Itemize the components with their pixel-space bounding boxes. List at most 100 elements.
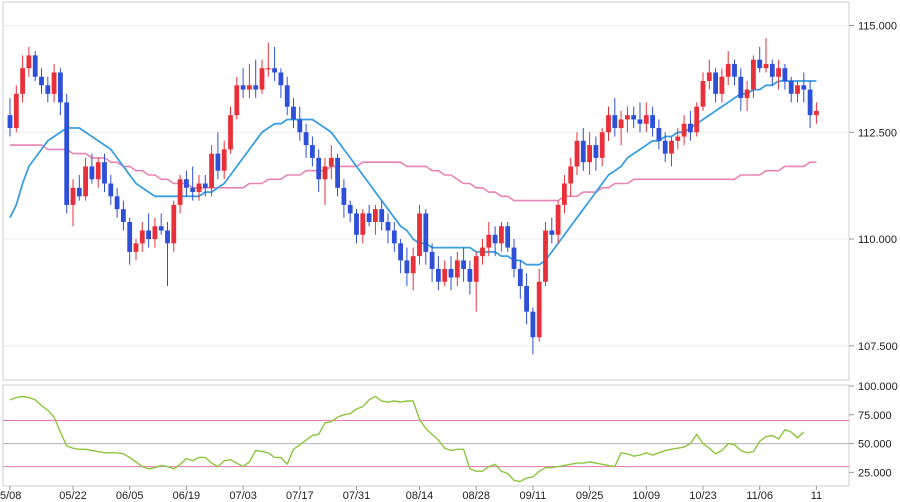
bullish-candle xyxy=(606,115,611,133)
bearish-candle xyxy=(284,85,290,107)
bullish-candle xyxy=(700,81,706,107)
bullish-candle xyxy=(139,230,145,244)
bearish-candle xyxy=(429,251,435,269)
bullish-candle xyxy=(221,149,227,171)
bearish-candle xyxy=(165,230,170,244)
bearish-candle xyxy=(202,183,208,188)
bearish-candle xyxy=(158,226,164,231)
bullish-candle xyxy=(373,209,378,222)
date-tick-label: 11 xyxy=(811,490,822,502)
bullish-candle xyxy=(410,256,416,274)
date-axis: 5/08 05/22 06/05 06/19 07/03 07/17 07/31… xyxy=(0,486,822,502)
oscillator-panel: 100.000 75.000 50.000 25.000 xyxy=(2,381,898,487)
bullish-candle xyxy=(13,93,19,128)
bearish-candle xyxy=(713,72,718,94)
bearish-candle xyxy=(108,183,114,197)
bearish-candle xyxy=(517,268,523,287)
bearish-candle xyxy=(291,106,296,120)
bullish-candle xyxy=(209,153,214,188)
bearish-candle xyxy=(732,63,737,77)
bullish-candle xyxy=(473,256,479,282)
bearish-candle xyxy=(215,153,221,171)
date-tick-label: 10/23 xyxy=(689,490,717,502)
long-moving-average-line xyxy=(10,144,817,202)
bearish-candle xyxy=(631,115,637,120)
bullish-candle xyxy=(669,140,674,154)
bearish-candle xyxy=(316,157,322,180)
bearish-candle xyxy=(612,115,618,128)
bearish-candle xyxy=(240,85,246,90)
date-tick-label: 05/22 xyxy=(59,490,87,502)
oscillator-tick-label: 50.000 xyxy=(858,439,892,451)
bullish-candle xyxy=(152,226,158,240)
bearish-candle xyxy=(146,230,151,240)
bullish-candle xyxy=(499,226,504,244)
bearish-candle xyxy=(379,209,385,222)
bearish-candle xyxy=(272,68,277,73)
bullish-candle xyxy=(133,243,139,252)
bullish-candle xyxy=(196,183,202,193)
bearish-candle xyxy=(39,76,44,86)
bullish-candle xyxy=(795,85,800,94)
bearish-candle xyxy=(76,187,82,197)
date-tick-label: 09/11 xyxy=(520,490,547,502)
bearish-candle xyxy=(524,286,529,312)
date-tick-label: 10/09 xyxy=(633,490,661,502)
date-tick-label: 06/19 xyxy=(173,490,201,502)
bearish-candle xyxy=(58,72,63,103)
bearish-candle xyxy=(398,243,403,261)
bullish-candle xyxy=(744,89,750,99)
bearish-candle xyxy=(310,145,315,158)
oscillator-plot-area xyxy=(2,384,850,487)
bullish-candle xyxy=(259,68,265,90)
bearish-candle xyxy=(662,140,668,154)
bullish-candle xyxy=(322,166,328,180)
bullish-candle xyxy=(265,68,271,70)
bearish-candle xyxy=(303,132,309,146)
bearish-candle xyxy=(385,221,391,231)
bullish-candle xyxy=(486,234,492,248)
bullish-candle xyxy=(83,166,88,197)
bullish-candle xyxy=(681,123,687,137)
bearish-candle xyxy=(114,196,120,210)
bullish-candle xyxy=(536,281,542,338)
bearish-candle xyxy=(354,213,359,235)
bearish-candle xyxy=(461,260,466,269)
bullish-candle xyxy=(177,179,183,205)
bullish-candle xyxy=(51,72,57,94)
bullish-candle xyxy=(454,260,460,278)
bullish-candle xyxy=(95,162,101,180)
price-plot-area xyxy=(2,1,850,381)
price-tick-label: 110.000 xyxy=(858,234,897,246)
bullish-candle xyxy=(442,268,448,282)
bearish-candle xyxy=(366,213,372,222)
price-tick-label: 112.500 xyxy=(858,127,897,139)
bearish-candle xyxy=(404,260,410,274)
bearish-candle xyxy=(89,166,95,180)
bearish-candle xyxy=(801,85,807,90)
bearish-candle xyxy=(347,204,353,214)
bullish-candle xyxy=(625,115,630,120)
bullish-candle xyxy=(562,183,567,205)
bullish-candle xyxy=(814,110,819,116)
bearish-candle xyxy=(505,226,511,248)
bullish-candle xyxy=(543,230,548,282)
bullish-candle xyxy=(751,59,756,90)
bullish-candle xyxy=(247,85,252,90)
bearish-candle xyxy=(64,102,70,205)
bullish-candle xyxy=(417,213,422,257)
bullish-candle xyxy=(234,85,240,116)
bearish-candle xyxy=(341,187,347,205)
bearish-candle xyxy=(467,268,473,282)
bearish-candle xyxy=(637,119,643,124)
oscillator-tick-label: 75.000 xyxy=(858,410,892,422)
bearish-candle xyxy=(688,123,693,133)
bearish-candle xyxy=(788,81,794,94)
bullish-candle xyxy=(228,115,233,150)
bearish-candle xyxy=(32,55,38,77)
date-tick-label: 08/14 xyxy=(406,490,434,502)
date-tick-label: 5/08 xyxy=(0,490,21,502)
bullish-candle xyxy=(26,55,32,69)
bullish-candle xyxy=(719,76,725,94)
bearish-candle xyxy=(7,115,13,128)
